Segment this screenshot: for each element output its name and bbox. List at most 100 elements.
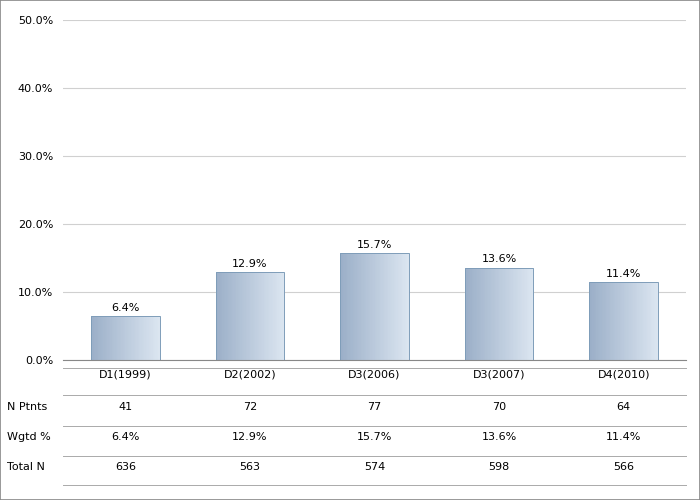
Bar (643, 282, 645, 360)
Bar (472, 268, 473, 360)
Bar (403, 253, 405, 360)
Bar (519, 268, 522, 360)
Bar (116, 316, 118, 360)
Bar (340, 253, 342, 360)
Text: 12.9%: 12.9% (232, 259, 267, 269)
Bar (518, 268, 520, 360)
Bar (130, 316, 131, 360)
Bar (120, 316, 121, 360)
Bar (475, 268, 476, 360)
Bar (236, 272, 238, 360)
Bar (524, 268, 526, 360)
Bar (521, 268, 523, 360)
Bar (113, 316, 115, 360)
Bar (354, 253, 356, 360)
Bar (644, 282, 646, 360)
Bar (139, 316, 141, 360)
Text: 72: 72 (243, 402, 257, 412)
Bar (357, 253, 358, 360)
Bar (505, 268, 506, 360)
Bar (466, 268, 468, 360)
Bar (383, 253, 384, 360)
Bar (399, 253, 401, 360)
Bar (384, 253, 386, 360)
Bar (513, 268, 514, 360)
Bar (101, 316, 102, 360)
Bar (500, 268, 502, 360)
Bar (264, 272, 265, 360)
Bar (476, 268, 477, 360)
Bar (405, 253, 406, 360)
Bar (484, 268, 486, 360)
Bar (342, 253, 343, 360)
Bar (621, 282, 622, 360)
Bar (221, 272, 223, 360)
Bar (390, 253, 391, 360)
Bar (121, 316, 122, 360)
Bar (599, 282, 601, 360)
Bar (608, 282, 609, 360)
Text: 15.7%: 15.7% (357, 240, 392, 250)
Bar (134, 316, 135, 360)
Bar (622, 282, 624, 360)
Bar (350, 253, 351, 360)
Bar (138, 316, 139, 360)
Bar (491, 268, 493, 360)
Bar (240, 272, 242, 360)
Bar (612, 282, 615, 360)
Bar (98, 316, 99, 360)
Bar (147, 316, 149, 360)
Bar (483, 268, 484, 360)
Bar (146, 316, 148, 360)
Bar (243, 272, 245, 360)
Text: Total N: Total N (7, 462, 45, 472)
Bar (91, 316, 92, 360)
Bar (624, 282, 625, 360)
Bar (111, 316, 113, 360)
Bar (389, 253, 390, 360)
Bar (254, 272, 256, 360)
Bar (228, 272, 230, 360)
Bar (117, 316, 119, 360)
Bar (606, 282, 608, 360)
Bar (626, 282, 628, 360)
Bar (135, 316, 136, 360)
Text: 41: 41 (118, 402, 132, 412)
Bar (261, 272, 262, 360)
Bar (280, 272, 281, 360)
Bar (654, 282, 655, 360)
Bar (498, 268, 499, 360)
Bar (246, 272, 247, 360)
Bar (377, 253, 379, 360)
Bar (250, 272, 251, 360)
Bar (247, 272, 248, 360)
Bar (110, 316, 112, 360)
Bar (366, 253, 368, 360)
Bar (485, 268, 487, 360)
Bar (150, 316, 152, 360)
Bar (262, 272, 264, 360)
Bar (620, 282, 621, 360)
Bar (365, 253, 367, 360)
Bar (591, 282, 592, 360)
Text: 64: 64 (617, 402, 631, 412)
Bar (406, 253, 407, 360)
Bar (370, 253, 372, 360)
Bar (143, 316, 145, 360)
Text: 636: 636 (115, 462, 136, 472)
Text: 77: 77 (368, 402, 382, 412)
Bar (360, 253, 363, 360)
Text: 15.7%: 15.7% (357, 432, 392, 442)
Bar (216, 272, 217, 360)
Bar (386, 253, 387, 360)
Bar (230, 272, 231, 360)
Bar (636, 282, 638, 360)
Bar (651, 282, 652, 360)
Bar (496, 268, 498, 360)
Bar (279, 272, 280, 360)
Bar (514, 268, 516, 360)
Bar (136, 316, 138, 360)
Bar (402, 253, 403, 360)
Text: 6.4%: 6.4% (111, 303, 139, 313)
Bar (104, 316, 105, 360)
